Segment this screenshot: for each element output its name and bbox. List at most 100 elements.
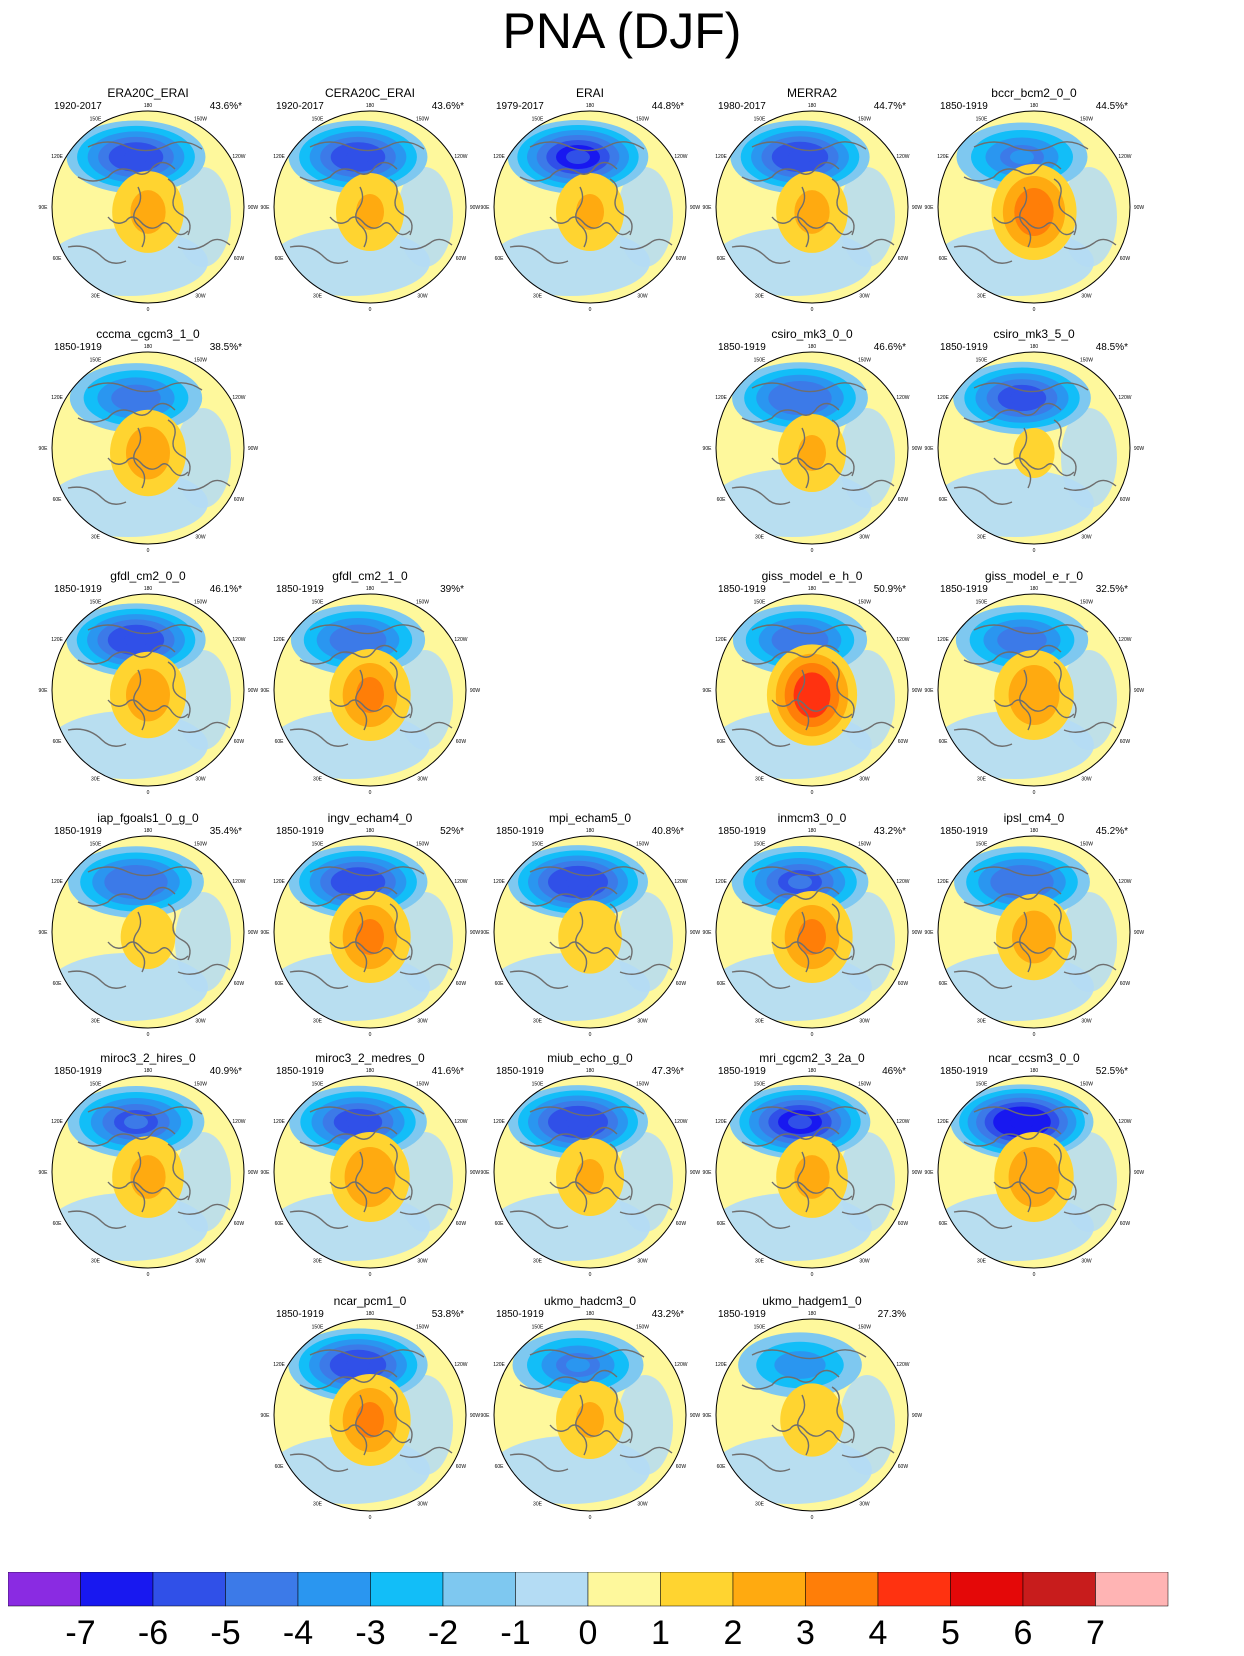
longitude-label: 0: [811, 307, 814, 313]
longitude-label: 30W: [417, 1018, 428, 1024]
longitude-label: 60W: [1120, 981, 1131, 987]
longitude-label: 90W: [470, 930, 481, 936]
panel-variance: 44.7%*: [874, 101, 906, 112]
negative-anomaly-belt: [716, 469, 872, 537]
panel-period: 1850-1919: [940, 584, 988, 595]
coastline: [751, 141, 867, 152]
longitude-label: 90W: [690, 205, 701, 211]
longitude-label: 30W: [1081, 776, 1092, 782]
colorbar-tick-label: -4: [282, 1614, 314, 1652]
longitude-label: 60E: [939, 256, 949, 262]
longitude-label: 180: [1030, 828, 1039, 834]
longitude-label: 30W: [1081, 293, 1092, 299]
longitude-label: 180: [808, 1311, 817, 1317]
longitude-label: 0: [369, 1272, 372, 1278]
longitude-label: 180: [366, 828, 375, 834]
longitude-label: 120W: [1118, 1119, 1131, 1125]
coastline: [771, 1424, 853, 1444]
panel-period: 1850-1919: [718, 584, 766, 595]
figure-title: PNA (DJF): [502, 3, 742, 59]
coastline: [1063, 963, 1117, 975]
panel-variance: 52.5%*: [1096, 1066, 1128, 1077]
longitude-label: 30W: [417, 1258, 428, 1264]
longitude-label: 120E: [493, 879, 505, 885]
longitude-label: 0: [1033, 1272, 1036, 1278]
longitude-label: 150E: [976, 358, 988, 364]
longitude-label: 0: [147, 548, 150, 554]
coastline: [529, 1349, 645, 1360]
longitude-label: 150W: [858, 600, 871, 606]
low-anomaly-center: [566, 150, 590, 164]
longitude-label: 90W: [470, 205, 481, 211]
longitude-label: 30E: [755, 293, 765, 299]
longitude-label: 30W: [195, 776, 206, 782]
panel-variance: 50.9%*: [874, 584, 906, 595]
longitude-label: 60W: [234, 497, 245, 503]
coastline: [1063, 479, 1117, 491]
longitude-label: 150E: [90, 358, 102, 364]
negative-anomaly-belt: [494, 1193, 650, 1261]
coastline: [993, 216, 1075, 236]
longitude-label: 30W: [195, 534, 206, 540]
panel-variance: 45.2%*: [1096, 826, 1128, 837]
coastline: [771, 1181, 853, 1201]
longitude-label: 120W: [232, 1119, 245, 1125]
negative-anomaly-belt: [175, 1132, 231, 1232]
coastline: [289, 245, 349, 264]
coastline: [399, 721, 453, 733]
high-anomaly-center: [1026, 685, 1042, 705]
colorbar-swatch: [877, 1572, 951, 1607]
negative-anomaly-belt: [839, 167, 895, 267]
longitude-label: 150E: [976, 1082, 988, 1088]
longitude-label: 60E: [717, 497, 727, 503]
longitude-label: 90E: [703, 205, 713, 211]
coastline: [399, 1446, 453, 1458]
longitude-label: 150W: [416, 1082, 429, 1088]
map-panel: ncar_pcm1_0 1850-1919 53.8%* 180 150W 150E 120…: [261, 1294, 481, 1521]
colorbar-tick-label: -6: [137, 1614, 169, 1652]
coastline: [133, 427, 146, 489]
longitude-label: 150E: [754, 1325, 766, 1331]
low-anomaly-center: [788, 1358, 812, 1372]
coastline: [519, 1369, 618, 1390]
high-anomaly-center: [140, 1167, 156, 1187]
map-boundary: [937, 110, 1131, 304]
longitude-label: 90E: [703, 930, 713, 936]
panel-period: 1850-1919: [54, 584, 102, 595]
longitude-label: 90E: [481, 1170, 491, 1176]
coastline: [309, 141, 425, 152]
panel-period: 1850-1919: [276, 1309, 324, 1320]
coastline: [389, 178, 413, 236]
longitude-label: 30E: [977, 1018, 987, 1024]
panel-period: 1850-1919: [718, 1309, 766, 1320]
coastline: [731, 245, 791, 264]
coastline: [619, 1203, 673, 1215]
panel-period: 1850-1919: [54, 826, 102, 837]
longitude-label: 30E: [91, 293, 101, 299]
coastline: [289, 970, 349, 989]
negative-anomaly-belt: [1061, 167, 1117, 267]
map-boundary: [715, 593, 909, 787]
panel-variance: 43.6%*: [432, 101, 464, 112]
longitude-label: 30W: [417, 1501, 428, 1507]
longitude-label: 90W: [1134, 688, 1145, 694]
coastline: [177, 479, 231, 491]
longitude-label: 120W: [896, 637, 909, 643]
map-boundary: [51, 351, 245, 545]
panel-period: 1850-1919: [718, 826, 766, 837]
map-boundary: [273, 835, 467, 1029]
longitude-label: 150E: [532, 1325, 544, 1331]
panel-variance: 44.5%*: [1096, 101, 1128, 112]
longitude-label: 60E: [717, 739, 727, 745]
map-panel: inmcm3_0_0 1850-1919 43.2%* 180 150W 150E 120W…: [703, 811, 923, 1038]
longitude-label: 90W: [1134, 446, 1145, 452]
map-boundary: [937, 1075, 1131, 1269]
coastline: [741, 402, 840, 423]
coastline: [299, 1369, 398, 1390]
longitude-label: 30W: [195, 1018, 206, 1024]
coastline: [177, 963, 231, 975]
coastline: [355, 669, 368, 731]
longitude-label: 90W: [690, 930, 701, 936]
panel-period: 1850-1919: [276, 584, 324, 595]
